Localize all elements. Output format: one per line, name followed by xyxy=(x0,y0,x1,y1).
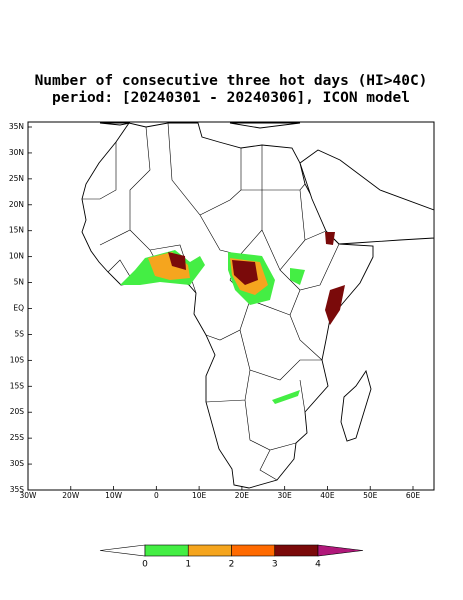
lat-label: 5S xyxy=(14,329,24,338)
colorbar-label: 0 xyxy=(142,560,148,570)
colorbar-end xyxy=(99,544,146,557)
lat-label: 5N xyxy=(14,278,24,287)
lon-label: 60E xyxy=(406,491,421,500)
lon-label: 10E xyxy=(192,491,207,500)
title-line: Number of consecutive three hot days (HI… xyxy=(35,73,428,89)
lon-label: 30W xyxy=(20,491,38,500)
lon-label: 30E xyxy=(278,491,293,500)
lat-label: 10S xyxy=(10,355,25,364)
lat-label: 20S xyxy=(10,407,25,416)
colorbar-segment xyxy=(187,544,232,557)
hot-area xyxy=(325,285,345,325)
colorbar-segment xyxy=(274,544,319,557)
colorbar-label: 2 xyxy=(229,560,235,570)
lon-label: 40E xyxy=(320,491,335,500)
colorbar-end xyxy=(317,544,364,557)
lon-label: 50E xyxy=(363,491,378,500)
lon-label: 20E xyxy=(235,491,250,500)
title-line: period: [20240301 - 20240306], ICON mode… xyxy=(52,90,410,106)
hot-area xyxy=(272,390,300,404)
lat-label: 30N xyxy=(9,148,24,157)
hot-area xyxy=(325,232,335,245)
colorbar-label: 4 xyxy=(315,560,321,570)
lat-label: 25N xyxy=(9,174,24,183)
lat-label: 15S xyxy=(10,381,25,390)
lat-label: 35S xyxy=(10,485,25,494)
europe xyxy=(99,122,301,129)
lat-label: EQ xyxy=(13,304,24,313)
colorbar-segment xyxy=(144,544,189,557)
hot-area xyxy=(168,252,186,270)
hot-area xyxy=(290,268,305,285)
lat-label: 15N xyxy=(9,226,24,235)
colorbar-segment xyxy=(231,544,276,557)
lat-label: 25S xyxy=(10,433,25,442)
colorbar-label: 1 xyxy=(185,560,191,570)
madagascar xyxy=(340,369,372,442)
arabia xyxy=(299,149,434,245)
lat-label: 10N xyxy=(9,252,24,261)
lat-label: 30S xyxy=(10,459,25,468)
lat-label: 35N xyxy=(9,122,24,131)
lon-label: 10W xyxy=(105,491,123,500)
map xyxy=(27,121,435,491)
lon-label: 20W xyxy=(62,491,80,500)
lon-label: 0 xyxy=(154,491,159,500)
lat-label: 20N xyxy=(9,200,24,209)
colorbar-label: 3 xyxy=(272,560,278,570)
hot-area xyxy=(232,260,258,285)
